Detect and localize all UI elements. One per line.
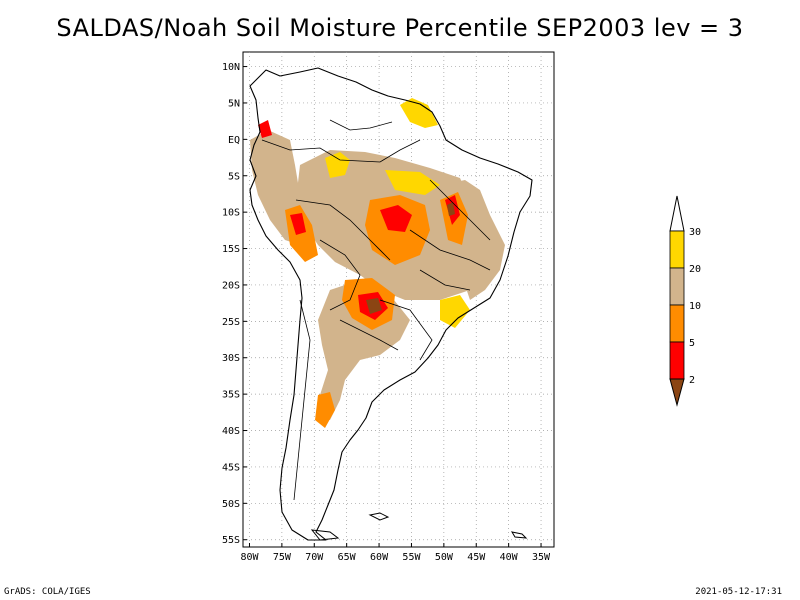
- percentile-shading: [250, 98, 505, 428]
- shading-2-5-andes: [290, 213, 306, 235]
- colorbar-level-label: 10: [689, 301, 701, 312]
- colorbar-segment: [669, 267, 685, 306]
- longitude-ticks: 80W 75W 70W 65W 60W 55W 50W 45W 40W 35W: [240, 543, 551, 563]
- lat-tick-label: 30S: [222, 353, 240, 364]
- shading-5-10-patagonia: [315, 392, 335, 428]
- colorbar-level-label: 30: [689, 227, 701, 238]
- lat-tick-label: 10N: [222, 62, 240, 73]
- colorbar-segment: [669, 230, 685, 269]
- footer-credit: GrADS: COLA/IGES: [4, 587, 91, 597]
- lat-tick-label: 10S: [222, 208, 240, 219]
- small-island: [510, 531, 528, 539]
- lat-tick-label: 40S: [222, 426, 240, 437]
- country-borders: [261, 119, 491, 501]
- colorbar-level-label: 5: [689, 338, 695, 349]
- shading-20-30-guiana: [400, 98, 438, 128]
- lon-tick-label: 70W: [305, 552, 324, 563]
- lat-tick-label: 35S: [222, 390, 240, 401]
- lat-tick-label: EQ: [228, 135, 240, 146]
- lat-tick-label: 50S: [222, 499, 240, 510]
- colorbar-top-triangle: [669, 195, 685, 232]
- colorbar-segment: [669, 304, 685, 343]
- lat-tick-label: 5N: [228, 98, 240, 109]
- footer-timestamp: 2021-05-12-17:31: [695, 587, 782, 597]
- lat-tick-label: 20S: [222, 280, 240, 291]
- map-frame: [242, 51, 555, 548]
- colorbar-level-label: 20: [689, 264, 701, 275]
- lon-tick-label: 80W: [240, 552, 259, 563]
- grid-lines: [243, 52, 554, 547]
- lat-tick-label: 15S: [222, 244, 240, 255]
- map-title: SALDAS/Noah Soil Moisture Percentile SEP…: [56, 14, 744, 42]
- colorbar-level-label: 2: [689, 375, 695, 386]
- lon-tick-label: 55W: [402, 552, 421, 563]
- lon-tick-label: 45W: [467, 552, 486, 563]
- lat-tick-label: 45S: [222, 462, 240, 473]
- shading-2-5-center: [380, 205, 412, 232]
- lon-tick-label: 50W: [435, 552, 454, 563]
- shading-20-30-east: [440, 295, 470, 328]
- latitude-ticks: 10N 5N EQ 5S 10S 15S 20S 25S 30S 35S 40S 45S 50S 55S: [222, 62, 247, 546]
- colorbar-bottom-triangle: [669, 378, 685, 407]
- lat-tick-label: 5S: [228, 171, 240, 182]
- colorbar-segment: [669, 341, 685, 380]
- lon-tick-label: 35W: [532, 552, 551, 563]
- falkland-islands: [368, 512, 390, 521]
- continent-outline: [249, 67, 533, 541]
- lon-tick-label: 60W: [370, 552, 389, 563]
- tierra-del-fuego: [310, 529, 340, 541]
- lat-tick-label: 55S: [222, 535, 240, 546]
- shading-20-30-central: [385, 170, 440, 195]
- shading-2-5-coast: [258, 120, 272, 138]
- lon-tick-label: 65W: [338, 552, 357, 563]
- colorbar: 2 5 10 20 30: [669, 195, 701, 407]
- shading-20-30-north: [325, 152, 350, 178]
- lon-tick-label: 75W: [273, 552, 292, 563]
- lat-tick-label: 25S: [222, 317, 240, 328]
- shading-lt2-northeast: [447, 202, 455, 216]
- lon-tick-label: 40W: [500, 552, 519, 563]
- shading-lt2-paraguay: [366, 298, 382, 314]
